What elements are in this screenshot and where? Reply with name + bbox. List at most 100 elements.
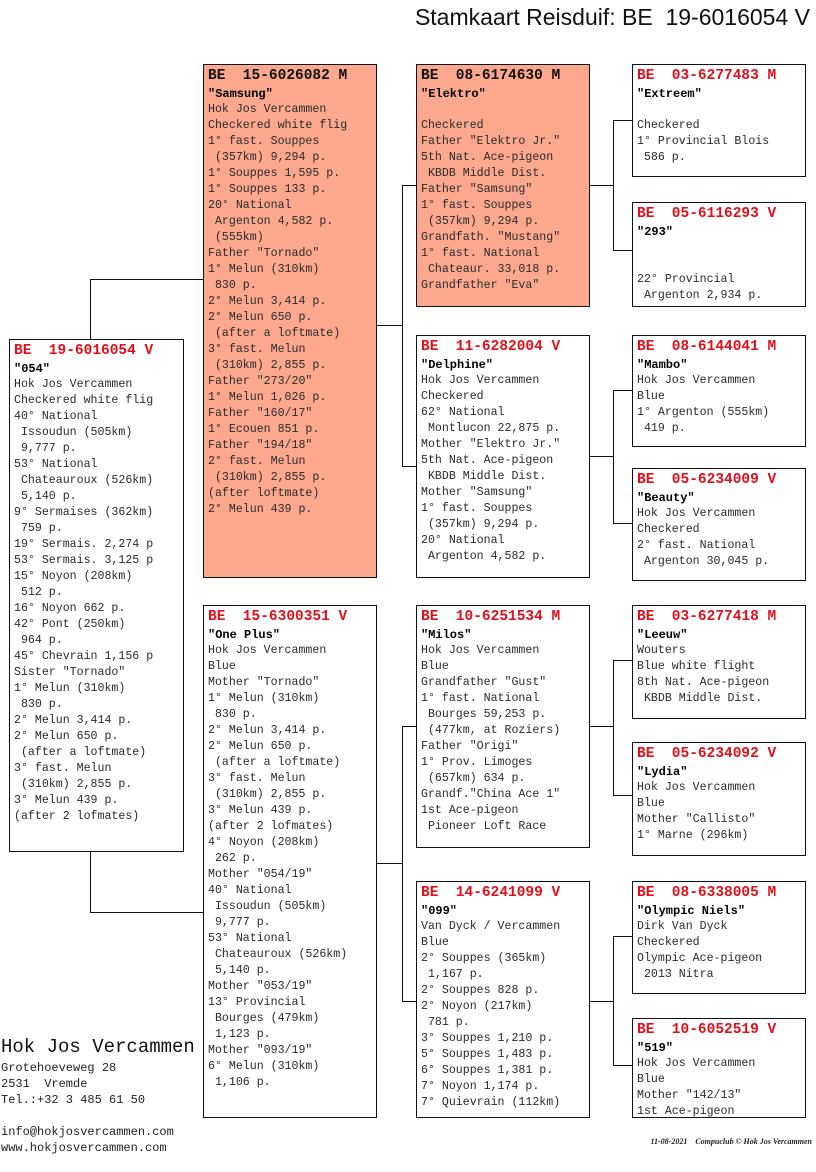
info-line: 1° Souppes 133 p. [208,183,327,196]
info-line: Pioneer Loft Race [421,820,547,833]
connector [613,660,632,661]
info-line: (after a loftmate) [208,756,341,769]
ring-number: BE 15-6026082 M [208,68,348,84]
info-line: 262 p. [208,852,257,865]
info-line: 1,106 p. [208,1076,271,1089]
info-line: Bourges (479km) [208,1012,320,1025]
info-line: 3° fast. Melun [208,343,306,356]
info-line: 9,777 p. [208,916,271,929]
pigeon-card-dam: BE 15-6300351 V "One Plus" Hok Jos Vercamm… [203,605,377,1118]
info-line: 1° Melun (310km) [14,682,126,695]
info-line: Hok Jos Vercammen [421,374,540,387]
info-line: 759 p. [14,522,63,535]
info-line: Hok Jos Vercammen [208,103,327,116]
info-line: 2° Melun 3,414 p. [208,295,327,308]
info-line: 781 p. [421,1016,470,1029]
info-line: 2° Melun 650 p. [208,311,313,324]
info-line: 1st Ace-pigeon [637,1105,735,1118]
breeder-city: 2531 Vremde [1,1077,88,1091]
info-line: Grandfather "Gust" [421,676,547,689]
connector [90,279,203,280]
info-line: Dirk Van Dyck [637,920,728,933]
connector [613,250,632,251]
connector [613,660,614,795]
info-line: 419 p. [637,422,686,435]
info-line: Issoudun (505km) [14,426,133,439]
pigeon-name: "293" [637,225,674,239]
info-line: 1st Ace-pigeon [421,804,519,817]
info-line: KBDB Middle Dist. [637,692,763,705]
connector [613,120,614,250]
pigeon-card-sds: BE 08-6144041 M "Mambo" Hok Jos Vercammen B… [632,335,806,447]
info-line: 2° Melun 650 p. [14,730,119,743]
pigeon-card-dam-dam: BE 14-6241099 V "099" Van Dyck / Vercammen… [416,881,590,1118]
info-line: 1° Melun (310km) [208,263,320,276]
info-line: 3° Melun 439 p. [208,804,313,817]
info-line: (310km) 2,855 p. [208,359,327,372]
info-line: 1,123 p. [208,1028,271,1041]
info-line: Grandfather "Eva" [421,279,540,292]
info-line: 830 p. [208,708,257,721]
info-line: Father "194/18" [208,439,313,452]
print-date: 11-08-2021 [650,1137,688,1146]
info-line: Mother "Elektro Jr." [421,438,561,451]
breeder-website[interactable]: www.hokjosvercammen.com [1,1141,167,1155]
info-line: 1° Marne (296km) [637,829,749,842]
info-line: (after a loftmate) [208,327,341,340]
info-line [637,102,805,118]
info-line: 2013 Nitra [637,968,714,981]
info-line: 2° Melun 439 p. [208,503,313,516]
info-line: Hok Jos Vercammen [208,644,327,657]
info-line: 40° National [14,410,98,423]
ring-number: BE 08-6144041 M [637,339,777,355]
pigeon-name: "Samsung" [208,87,273,101]
info-line: 13° Provincial [208,996,306,1009]
connector [402,185,416,186]
pigeon-name: "Mambo" [637,358,688,372]
info-line: 7° Quievrain (112km) [421,1096,561,1109]
info-line: 40° National [208,884,292,897]
connector [90,852,91,912]
info-line: Hok Jos Vercammen [421,644,540,657]
info-line: (477km, at Roziers) [421,724,561,737]
info-line: Blue [637,797,665,810]
connector [590,456,613,457]
info-line: 964 p. [14,634,63,647]
info-line: Issoudun (505km) [208,900,327,913]
info-line [637,256,805,272]
info-line: 2° Souppes 828 p. [421,984,540,997]
info-line: Blue [637,1073,665,1086]
pigeon-name: "One Plus" [208,628,281,642]
ring-number: BE 05-6234009 V [637,472,777,488]
info-line: Grandfath. "Mustang" [421,231,561,244]
info-line: 1° Argenton (555km) [637,406,770,419]
info-line: (310km) 2,855 p. [208,788,327,801]
info-line: Argenton 30,045 p. [637,555,770,568]
info-line: 3° fast. Melun [208,772,306,785]
info-line: Chateauroux (526km) [14,474,154,487]
connector [590,1001,613,1002]
info-line: 2° fast. National [637,539,756,552]
info-line: 5° Souppes 1,483 p. [421,1048,554,1061]
info-line: 16° Noyon 662 p. [14,602,126,615]
pigeon-card-ssd: BE 05-6116293 V "293" 22° Provincial Argen… [632,202,806,307]
pigeon-name: "Delphine" [421,358,494,372]
info-line: Father "Elektro Jr." [421,135,561,148]
print-stamp: 11-08-2021 Compuclub © Hok Jos Vercammen [650,1137,812,1146]
connector [402,726,416,727]
info-line: Father "Origi" [421,740,519,753]
ring-number: BE 10-6251534 M [421,609,561,625]
pigeon-card-sire-dam: BE 11-6282004 V "Delphine" Hok Jos Vercamm… [416,335,590,578]
breeder-email[interactable]: info@hokjosvercammen.com [1,1125,174,1139]
info-line: Argenton 4,582 p. [421,550,547,563]
info-line: Grandf."China Ace 1" [421,788,561,801]
info-line: Hok Jos Vercammen [637,781,756,794]
info-line: 3° fast. Melun [14,762,112,775]
info-line [421,102,589,118]
pigeon-card-subject: BE 19-6016054 V "054" Hok Jos Vercammen Che… [9,339,184,852]
breeder-name: Hok Jos Vercammen [1,1036,195,1058]
info-line: (357km) 9,294 p. [421,518,540,531]
info-line: 5,140 p. [208,964,271,977]
connector [613,390,614,523]
info-line: 1° Provincial Blois [637,135,770,148]
